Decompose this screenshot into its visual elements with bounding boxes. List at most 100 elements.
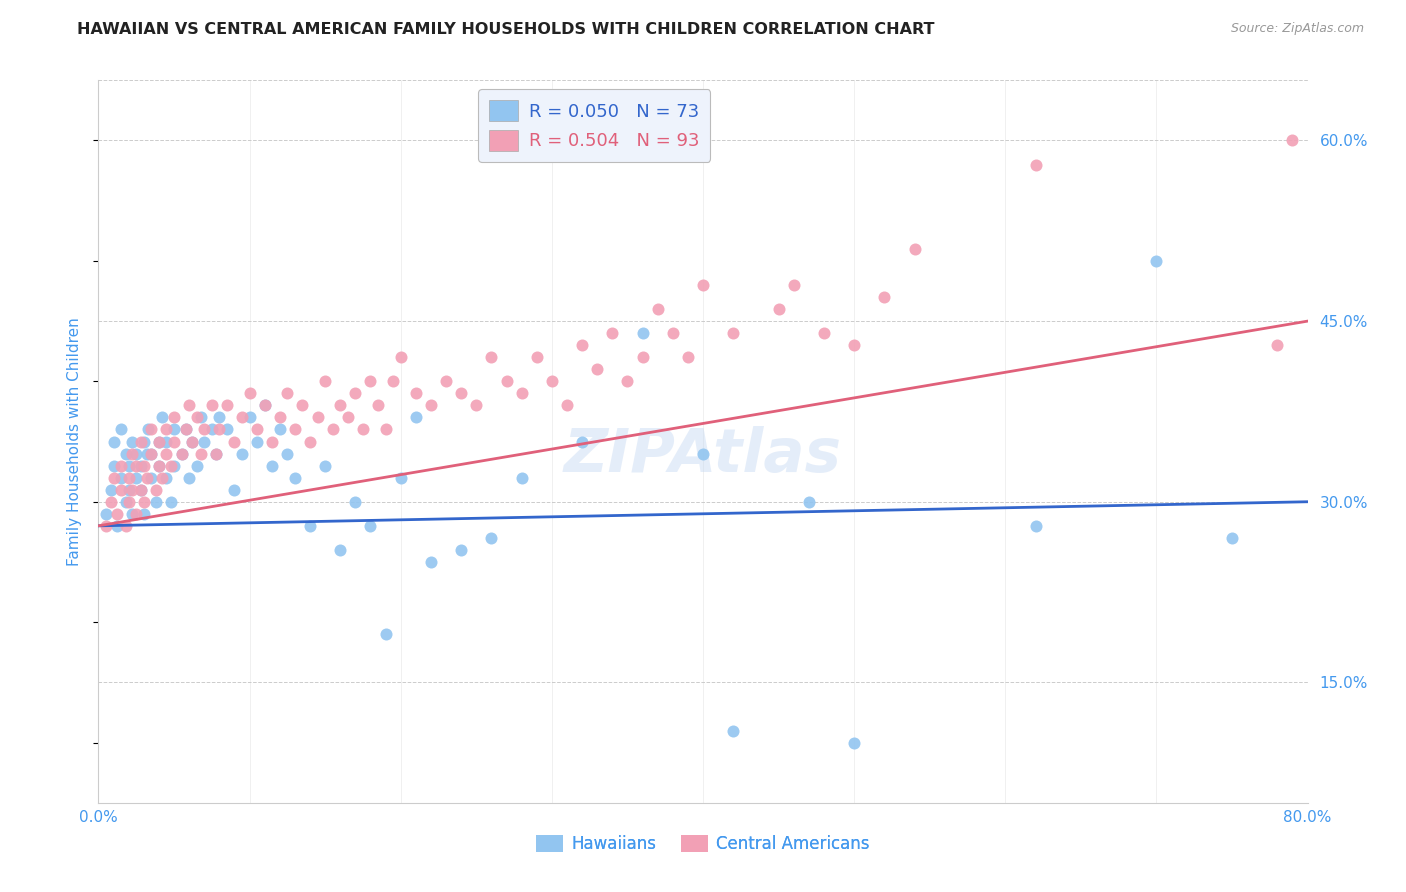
Point <box>1024 518 1046 533</box>
Point <box>276 446 298 460</box>
Point <box>121 434 143 449</box>
Point <box>121 446 143 460</box>
Point <box>141 470 163 484</box>
Point <box>160 458 183 473</box>
Point <box>307 410 329 425</box>
Point <box>201 398 224 412</box>
Point <box>276 386 298 401</box>
Point <box>420 398 443 412</box>
Point <box>114 518 136 533</box>
Point <box>163 423 186 437</box>
Point <box>148 434 170 449</box>
Point <box>163 410 186 425</box>
Point <box>450 542 472 557</box>
Point <box>135 446 157 460</box>
Point <box>382 374 405 388</box>
Point <box>405 386 427 401</box>
Point <box>110 483 132 497</box>
Point <box>94 518 117 533</box>
Point <box>181 434 204 449</box>
Point <box>170 446 193 460</box>
Point <box>360 374 382 388</box>
Point <box>231 410 253 425</box>
Point <box>844 338 866 352</box>
Text: HAWAIIAN VS CENTRAL AMERICAN FAMILY HOUSEHOLDS WITH CHILDREN CORRELATION CHART: HAWAIIAN VS CENTRAL AMERICAN FAMILY HOUS… <box>77 22 935 37</box>
Point <box>179 470 201 484</box>
Point <box>150 470 173 484</box>
Point <box>100 494 122 508</box>
Point <box>434 374 457 388</box>
Point <box>450 386 472 401</box>
Point <box>262 434 284 449</box>
Point <box>190 446 212 460</box>
Point <box>299 434 322 449</box>
Point <box>329 398 352 412</box>
Point <box>1220 531 1243 545</box>
Point <box>510 470 533 484</box>
Point <box>336 410 359 425</box>
Point <box>174 423 197 437</box>
Point <box>155 434 177 449</box>
Point <box>631 350 654 364</box>
Point <box>360 518 382 533</box>
Point <box>105 507 128 521</box>
Point <box>148 458 170 473</box>
Point <box>94 507 117 521</box>
Point <box>329 542 352 557</box>
Point <box>246 434 269 449</box>
Point <box>215 398 238 412</box>
Point <box>676 350 699 364</box>
Point <box>141 446 163 460</box>
Point <box>145 494 167 508</box>
Point <box>160 494 183 508</box>
Point <box>314 374 336 388</box>
Point <box>344 494 367 508</box>
Point <box>616 374 638 388</box>
Point <box>571 434 593 449</box>
Point <box>367 398 389 412</box>
Point <box>132 494 155 508</box>
Point <box>208 423 231 437</box>
Point <box>110 470 132 484</box>
Point <box>186 410 208 425</box>
Point <box>118 458 141 473</box>
Point <box>269 410 291 425</box>
Point <box>110 458 132 473</box>
Point <box>661 326 683 340</box>
Legend: Hawaiians, Central Americans: Hawaiians, Central Americans <box>530 828 876 860</box>
Point <box>100 483 122 497</box>
Point <box>586 362 609 376</box>
Point <box>121 483 143 497</box>
Point <box>723 326 745 340</box>
Point <box>103 458 125 473</box>
Point <box>181 434 204 449</box>
Point <box>420 555 443 569</box>
Point <box>129 434 152 449</box>
Point <box>291 398 314 412</box>
Point <box>163 434 186 449</box>
Point <box>110 423 132 437</box>
Point <box>125 458 148 473</box>
Point <box>495 374 517 388</box>
Text: Source: ZipAtlas.com: Source: ZipAtlas.com <box>1230 22 1364 36</box>
Point <box>148 458 170 473</box>
Point <box>215 423 238 437</box>
Point <box>246 423 269 437</box>
Point <box>224 434 246 449</box>
Point <box>481 531 503 545</box>
Point <box>1024 157 1046 171</box>
Point <box>201 423 224 437</box>
Point <box>186 458 208 473</box>
Point <box>114 494 136 508</box>
Point <box>1144 253 1167 268</box>
Point <box>262 458 284 473</box>
Point <box>526 350 548 364</box>
Point <box>231 446 253 460</box>
Point <box>344 386 367 401</box>
Point <box>844 735 866 749</box>
Point <box>129 483 152 497</box>
Point <box>540 374 562 388</box>
Point <box>239 410 262 425</box>
Point <box>155 423 177 437</box>
Point <box>118 470 141 484</box>
